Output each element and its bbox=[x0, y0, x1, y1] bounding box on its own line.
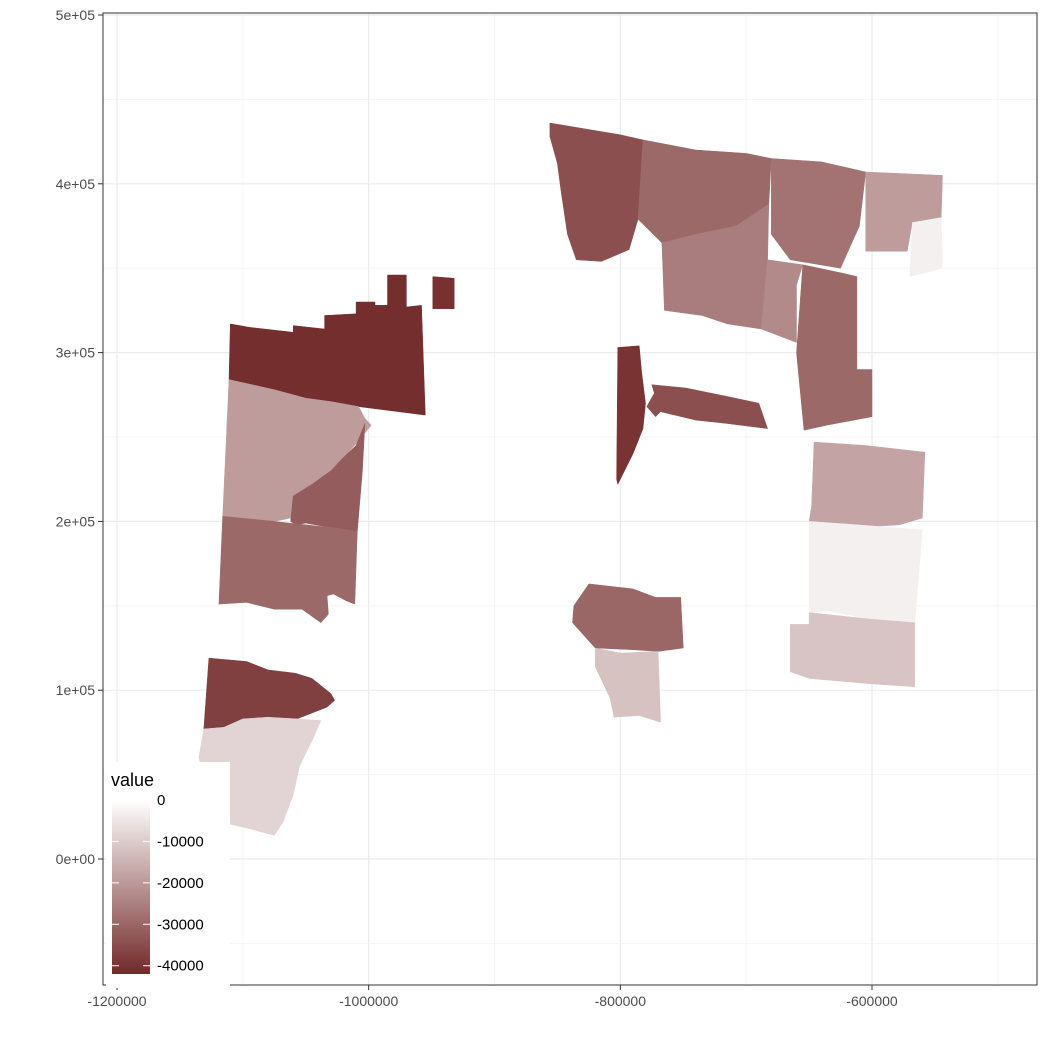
plot-border bbox=[102, 12, 1038, 986]
region-polygon bbox=[222, 379, 372, 522]
region-polygon bbox=[808, 441, 926, 527]
y-axis-tick-label: 2e+05 bbox=[56, 513, 96, 529]
x-axis-tick-label: -800000 bbox=[595, 993, 647, 1009]
legend-break-label: -10000 bbox=[157, 833, 204, 850]
legend-break-label: 0 bbox=[157, 792, 165, 809]
legend-break-label: -20000 bbox=[157, 875, 204, 892]
y-axis-tick-label: 0e+00 bbox=[56, 851, 96, 867]
axis-layer: -1200000 -1000000 -800000 -600000 0e+00 1e+05… bbox=[56, 7, 898, 1009]
region-polygon bbox=[549, 122, 644, 262]
legend-colorbar bbox=[112, 800, 150, 974]
legend-title: value bbox=[111, 770, 154, 790]
region-polygon bbox=[616, 345, 646, 486]
y-axis-tick-label: 4e+05 bbox=[56, 176, 96, 192]
x-axis-tick-label: -1000000 bbox=[339, 993, 398, 1009]
y-axis-tick-label: 3e+05 bbox=[56, 345, 96, 361]
region-polygon bbox=[909, 217, 943, 277]
region-polygon bbox=[808, 521, 923, 623]
region-polygon bbox=[761, 259, 804, 343]
region-polygon bbox=[789, 612, 916, 688]
x-axis-tick-label: -600000 bbox=[846, 993, 898, 1009]
grid-lines bbox=[103, 13, 1037, 985]
region-polygon bbox=[771, 158, 866, 269]
region-polygon bbox=[218, 516, 358, 624]
region-polygon bbox=[594, 647, 661, 723]
y-axis-tick-label: 5e+05 bbox=[56, 7, 96, 23]
region-polygon bbox=[646, 384, 768, 429]
legend-ticks: 0 -10000 -20000 -30000 -40000 bbox=[112, 792, 204, 975]
legend: value 0 -10000 -20000 -30000 -40000 bbox=[106, 762, 230, 988]
region-polygon bbox=[796, 264, 873, 431]
y-axis-tick-label: 1e+05 bbox=[56, 682, 96, 698]
x-axis-tick-label: -1200000 bbox=[87, 993, 146, 1009]
legend-break-label: -40000 bbox=[157, 958, 204, 975]
legend-break-label: -30000 bbox=[157, 916, 204, 933]
region-polygon bbox=[432, 276, 455, 309]
